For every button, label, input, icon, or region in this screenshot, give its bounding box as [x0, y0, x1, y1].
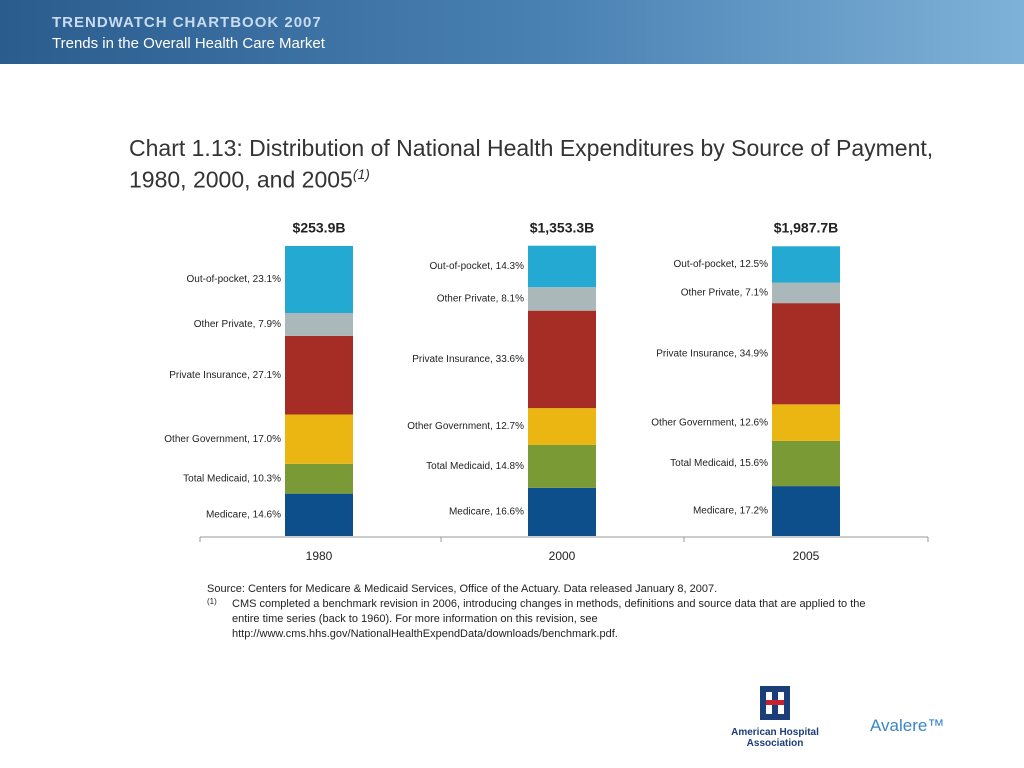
bar-segment [285, 335, 353, 415]
data-label: Private Insurance, 34.9% [656, 348, 768, 359]
data-label: Other Government, 12.7% [407, 421, 524, 432]
bar-segment [285, 312, 353, 336]
data-label: Other Private, 7.1% [681, 287, 768, 298]
avalere-logo: Avalere™ [870, 716, 945, 735]
data-label: Medicare, 16.6% [449, 507, 524, 518]
data-label: Out-of-pocket, 23.1% [187, 274, 282, 285]
title-text: Chart 1.13: Distribution of National Hea… [129, 135, 934, 193]
x-tick-label: 2005 [793, 549, 820, 563]
data-label: Medicare, 14.6% [206, 509, 281, 520]
source: Source: Centers for Medicare & Medicaid … [207, 583, 718, 595]
data-label: Other Government, 17.0% [164, 434, 281, 445]
data-label: Other Private, 8.1% [437, 294, 524, 305]
data-label: Medicare, 17.2% [693, 506, 768, 517]
footnote-marker: (1) [207, 597, 217, 606]
header: TRENDWATCH CHARTBOOK 2007 Trends in the … [0, 0, 1024, 64]
data-label: Out-of-pocket, 12.5% [674, 259, 769, 270]
bar-segment [772, 404, 840, 441]
data-label: Private Insurance, 27.1% [169, 370, 281, 381]
total-label: $1,353.3B [530, 220, 595, 236]
data-label: Total Medicaid, 14.8% [426, 461, 524, 472]
header-title: TRENDWATCH CHARTBOOK 2007 [52, 14, 322, 31]
bar-segment [528, 444, 596, 488]
bar-segment [285, 463, 353, 494]
bar-segment [772, 303, 840, 405]
bar-segment [528, 408, 596, 445]
chart-title: Chart 1.13: Distribution of National Hea… [129, 135, 949, 193]
total-label: $1,987.7B [774, 220, 839, 236]
aha-logo: American Hospital Association [722, 684, 828, 749]
aha-text: American Hospital Association [731, 727, 819, 749]
bar-segment [528, 487, 596, 536]
data-label: Other Private, 7.9% [194, 319, 281, 330]
footnote-text: CMS completed a benchmark revision in 20… [232, 598, 866, 640]
aha-icon [760, 686, 790, 720]
bar-segment [772, 486, 840, 536]
bar-segment [772, 246, 840, 283]
total-label: $253.9B [293, 220, 346, 236]
bar-segment [528, 245, 596, 288]
x-tick-label: 1980 [306, 549, 333, 563]
bar-segment [772, 282, 840, 304]
bar-segment [285, 493, 353, 536]
data-label: Total Medicaid, 15.6% [670, 458, 768, 469]
title-note: (1) [352, 166, 370, 182]
bar-segment [285, 246, 353, 313]
data-label: Out-of-pocket, 14.3% [430, 261, 525, 272]
data-label: Other Government, 12.6% [651, 417, 768, 428]
footnote: (1) CMS completed a benchmark revision in… [207, 597, 887, 642]
bar-segment [528, 310, 596, 409]
x-tick-label: 2000 [549, 549, 576, 563]
source-block: Source: Centers for Medicare & Medicaid … [207, 582, 887, 642]
data-label: Total Medicaid, 10.3% [183, 473, 281, 484]
bar-segment [772, 440, 840, 487]
data-label: Private Insurance, 33.6% [412, 354, 524, 365]
bar-segment [528, 287, 596, 311]
header-subtitle: Trends in the Overall Health Care Market [52, 35, 325, 52]
bar-segment [285, 414, 353, 464]
